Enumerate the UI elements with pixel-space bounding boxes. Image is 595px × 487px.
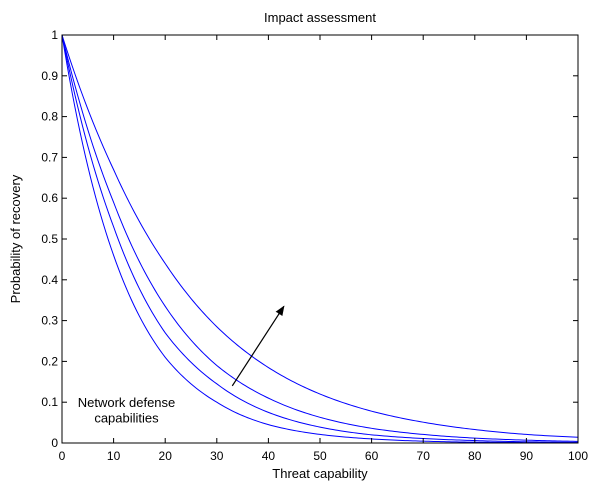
series-line-2 [61,34,579,443]
x-tick-label-3: 30 [210,449,224,463]
x-tick-label-5: 50 [313,449,327,463]
x-tick-labels: 0 10 20 30 40 50 60 70 80 90 100 [59,449,589,463]
series-line-3 [61,34,579,442]
y-tick-label-5: 0.5 [41,232,58,246]
x-tick-label-0: 0 [59,449,66,463]
x-tick-label-8: 80 [468,449,482,463]
y-tick-label-0: 0 [51,436,58,450]
x-tick-label-10: 100 [568,449,588,463]
y-tick-label-2: 0.2 [41,354,58,368]
annotation-label-line-2: capabilities [94,411,159,426]
annotation-arrow [231,305,285,387]
x-tick-label-2: 20 [159,449,173,463]
annotation-label-line-1: Network defense [78,395,176,410]
y-tick-label-6: 0.6 [41,191,58,205]
x-tick-label-1: 10 [107,449,121,463]
series-line-1 [61,34,579,444]
y-tick-label-3: 0.3 [41,314,58,328]
ticks-group [61,34,579,444]
annotation-group: Network defense capabilities [78,305,285,426]
x-tick-label-7: 70 [417,449,431,463]
y-tick-label-8: 0.8 [41,110,58,124]
series-group [61,34,579,444]
chart-title: Impact assessment [264,10,376,25]
x-tick-label-9: 90 [520,449,534,463]
x-tick-label-4: 40 [262,449,276,463]
y-tick-label-7: 0.7 [41,150,58,164]
plot-frame [61,34,579,444]
y-tick-label-9: 0.9 [41,69,58,83]
series-line-4 [61,34,579,438]
x-tick-label-6: 60 [365,449,379,463]
x-axis-label: Threat capability [272,466,368,481]
y-tick-label-4: 0.4 [41,273,58,287]
y-axis-label: Probability of recovery [8,174,23,303]
y-tick-label-1: 0.1 [41,395,58,409]
y-tick-labels: 0 0.1 0.2 0.3 0.4 0.5 0.6 0.7 0.8 0.9 1 [41,28,58,450]
y-tick-label-10: 1 [51,28,58,42]
